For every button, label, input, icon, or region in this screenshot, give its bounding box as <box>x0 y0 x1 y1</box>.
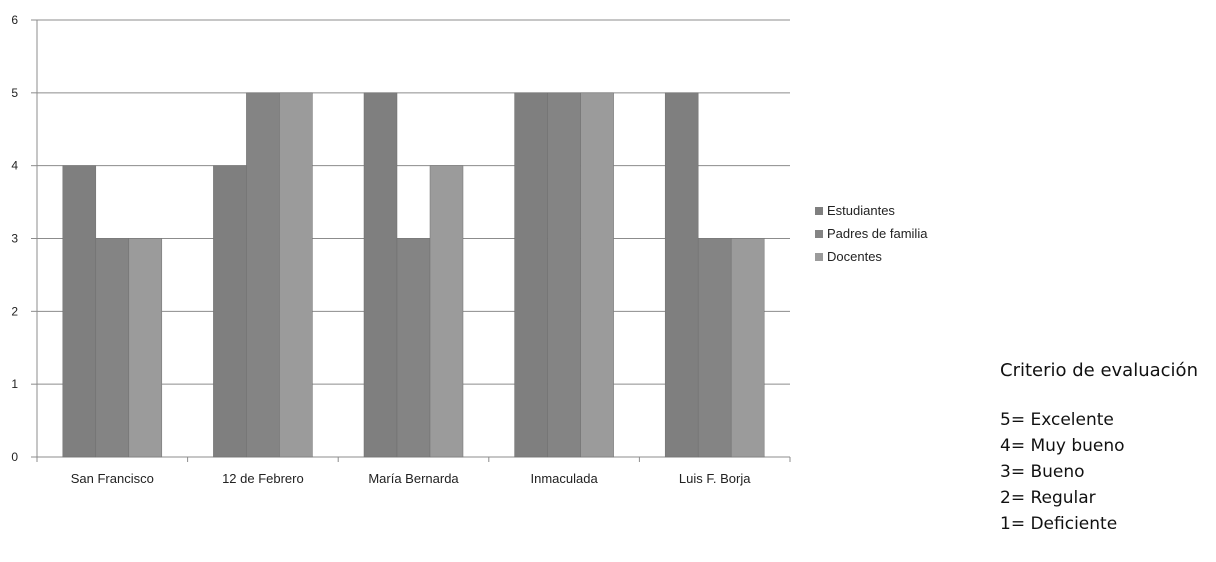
bar <box>580 92 614 458</box>
x-tick-label: María Bernarda <box>368 471 459 486</box>
y-tick-label: 2 <box>11 304 18 318</box>
bar <box>213 165 247 458</box>
criteria-item-1: 1= Deficiente <box>1000 514 1118 534</box>
y-tick-label: 3 <box>11 232 18 246</box>
bar <box>128 238 163 458</box>
criteria-item-2: 2= Regular <box>1000 488 1096 508</box>
evaluation-criteria: Criterio de evaluación 5= Excelente 4= M… <box>1000 360 1198 537</box>
y-tick-label: 6 <box>11 13 18 27</box>
bar <box>62 165 97 458</box>
criteria-item-4: 4= Muy bueno <box>1000 436 1125 456</box>
bar <box>246 92 280 458</box>
y-tick-label: 5 <box>11 86 18 100</box>
bar <box>697 238 732 458</box>
bar <box>95 238 130 458</box>
x-tick-label: San Francisco <box>71 471 154 486</box>
bar <box>279 92 313 458</box>
criteria-title: Criterio de evaluación <box>1000 360 1198 381</box>
x-tick-label: 12 de Febrero <box>222 471 304 486</box>
legend-label: Estudiantes <box>827 203 895 218</box>
bar <box>730 238 765 458</box>
x-tick-label: Inmaculada <box>530 471 598 486</box>
legend-label: Padres de familia <box>827 226 928 241</box>
legend-label: Docentes <box>827 249 882 264</box>
legend-swatch <box>815 207 823 215</box>
bar <box>396 238 431 458</box>
bar <box>363 92 398 458</box>
criteria-item-3: 3= Bueno <box>1000 462 1085 482</box>
criteria-item-5: 5= Excelente <box>1000 410 1114 430</box>
legend-swatch <box>815 230 823 238</box>
bar <box>664 92 699 458</box>
y-tick-label: 0 <box>11 450 18 464</box>
x-tick-label: Luis F. Borja <box>679 471 751 486</box>
bar <box>514 92 548 458</box>
bar <box>547 92 581 458</box>
y-tick-label: 1 <box>11 377 18 391</box>
legend-swatch <box>815 253 823 261</box>
y-tick-label: 4 <box>11 159 18 173</box>
bar <box>429 165 464 458</box>
